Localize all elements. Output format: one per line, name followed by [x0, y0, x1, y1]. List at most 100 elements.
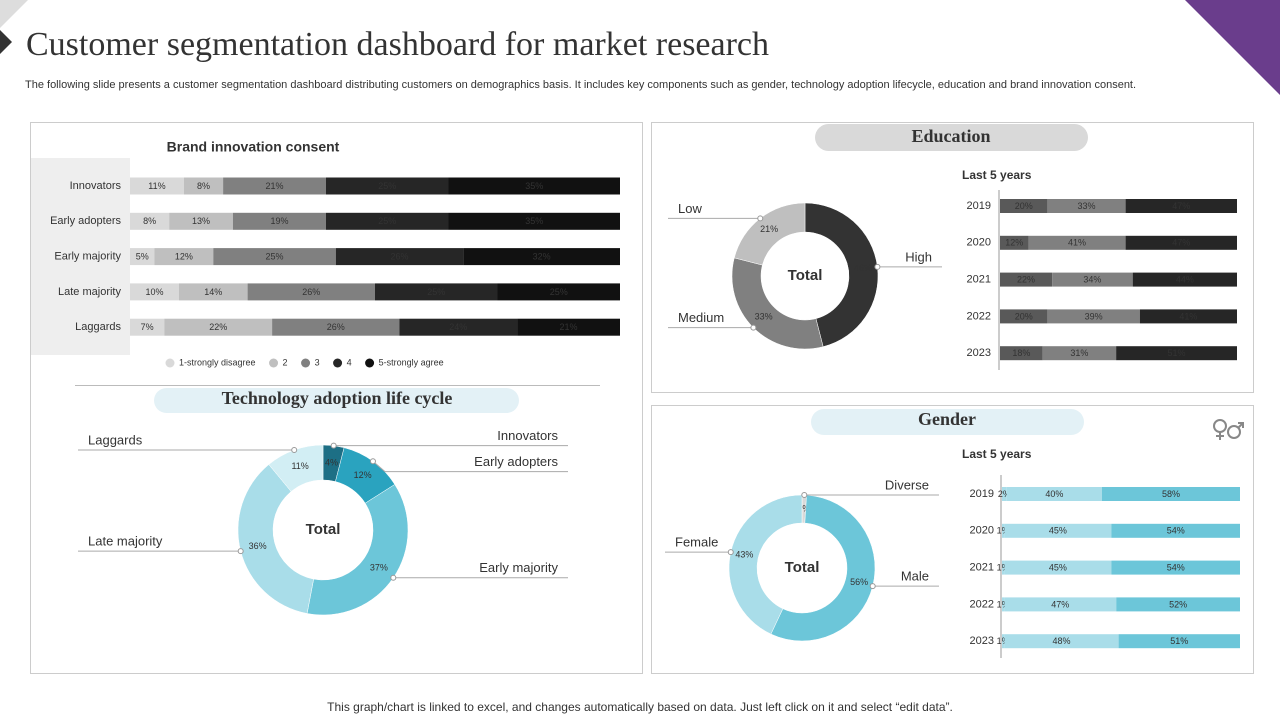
value-label: 13% — [192, 216, 210, 226]
value-label: 46% — [854, 263, 872, 273]
bar-segment — [247, 283, 375, 301]
bar-segment — [272, 318, 400, 336]
bar-segment — [130, 318, 165, 336]
value-label: 33% — [755, 312, 773, 322]
bar-segment — [1052, 272, 1133, 287]
bar-segment — [1047, 199, 1126, 213]
category-label: Low — [678, 201, 702, 216]
value-label: 25% — [378, 181, 396, 191]
value-label: 1% — [797, 503, 810, 513]
page-title: Customer segmentation dashboard for mark… — [26, 26, 769, 63]
chart-title: Gender — [918, 409, 976, 429]
value-label: 21% — [560, 322, 578, 332]
label-panel — [31, 158, 130, 355]
value-label: 51% — [1168, 348, 1186, 358]
value-label: 33% — [1077, 201, 1095, 211]
donut-segment — [306, 484, 409, 616]
chart-title: Technology adoption life cycle — [222, 388, 453, 408]
category-label: Early majority — [479, 560, 558, 575]
donut-segment — [770, 494, 876, 642]
center-label: Total — [788, 267, 823, 284]
donut-segment — [237, 464, 314, 614]
page-subtitle: The following slide presents a customer … — [25, 79, 1136, 91]
value-label: 24% — [449, 322, 467, 332]
corner-decor — [0, 0, 28, 28]
donut-segment — [268, 444, 324, 492]
value-label: 35% — [525, 181, 543, 191]
bar-segment — [1125, 235, 1237, 250]
bar-segment — [448, 177, 620, 195]
legend-marker — [269, 358, 279, 368]
leader-dot — [801, 492, 808, 499]
bar-segment — [223, 177, 326, 195]
legend-label: 4 — [347, 357, 352, 367]
category-label: 2022 — [970, 598, 994, 610]
legend-label: 2 — [283, 357, 288, 367]
value-label: 45% — [1049, 562, 1067, 572]
category-label: 2020 — [970, 525, 994, 537]
bar-segment — [1111, 523, 1240, 538]
value-label: 34% — [1083, 274, 1101, 284]
bar-segment — [1002, 634, 1005, 649]
bar-segment — [399, 318, 518, 336]
category-label: Medium — [678, 310, 724, 325]
value-label: 1% — [997, 599, 1010, 609]
bar-segment — [1125, 199, 1237, 213]
value-label: 47% — [1172, 238, 1190, 248]
bar-segment — [179, 283, 248, 301]
value-label: 56% — [850, 577, 868, 587]
value-label: 26% — [327, 322, 345, 332]
bar-segment — [1002, 560, 1005, 575]
value-label: 35% — [525, 216, 543, 226]
category-label: Diverse — [885, 477, 929, 492]
bar-segment — [335, 248, 464, 266]
value-label: 25% — [550, 287, 568, 297]
value-label: 10% — [145, 287, 163, 297]
bar-segment — [1004, 523, 1112, 538]
value-label: 26% — [390, 251, 408, 261]
category-label: Early adopters — [474, 454, 558, 469]
leader-dot — [727, 549, 734, 556]
category-label: 2023 — [970, 635, 994, 647]
category-label: 2023 — [967, 347, 991, 359]
value-label: 58% — [1162, 489, 1180, 499]
donut-segment — [804, 202, 879, 348]
category-label: 2021 — [967, 274, 991, 286]
bar-segment — [232, 212, 326, 230]
legend-marker — [165, 358, 175, 368]
gender-icon — [1213, 419, 1244, 440]
bar-segment — [1047, 309, 1140, 324]
leader-dot — [750, 324, 757, 331]
category-label: Female — [675, 535, 718, 550]
value-label: 21% — [266, 181, 284, 191]
bar-segment — [1006, 487, 1102, 501]
value-label: 47% — [1172, 201, 1190, 211]
title-pill — [154, 388, 519, 413]
value-label: 51% — [1170, 636, 1188, 646]
value-label: 12% — [1005, 238, 1023, 248]
category-label: Early majority — [54, 251, 121, 263]
category-label: Innovators — [70, 180, 122, 192]
value-label: 40% — [1045, 489, 1063, 499]
leader-dot — [757, 215, 764, 222]
value-label: 41% — [1068, 238, 1086, 248]
center-label: Total — [785, 559, 820, 576]
panel — [30, 122, 643, 674]
value-label: 45% — [1049, 526, 1067, 536]
bar-segment — [375, 283, 498, 301]
bar-segment — [169, 212, 233, 230]
legend-marker — [333, 358, 343, 368]
bar-segment — [1042, 346, 1117, 361]
value-label: 20% — [1015, 311, 1033, 321]
bar-segment — [1028, 235, 1126, 250]
bar-segment — [164, 318, 273, 336]
value-label: 44% — [1176, 274, 1194, 284]
bar-segment — [183, 177, 224, 195]
value-label: 25% — [427, 287, 445, 297]
category-label: High — [905, 249, 932, 264]
bar-segment — [213, 248, 336, 266]
value-label: 21% — [760, 224, 778, 234]
value-label: 8% — [143, 216, 156, 226]
bar-segment — [1116, 346, 1237, 361]
